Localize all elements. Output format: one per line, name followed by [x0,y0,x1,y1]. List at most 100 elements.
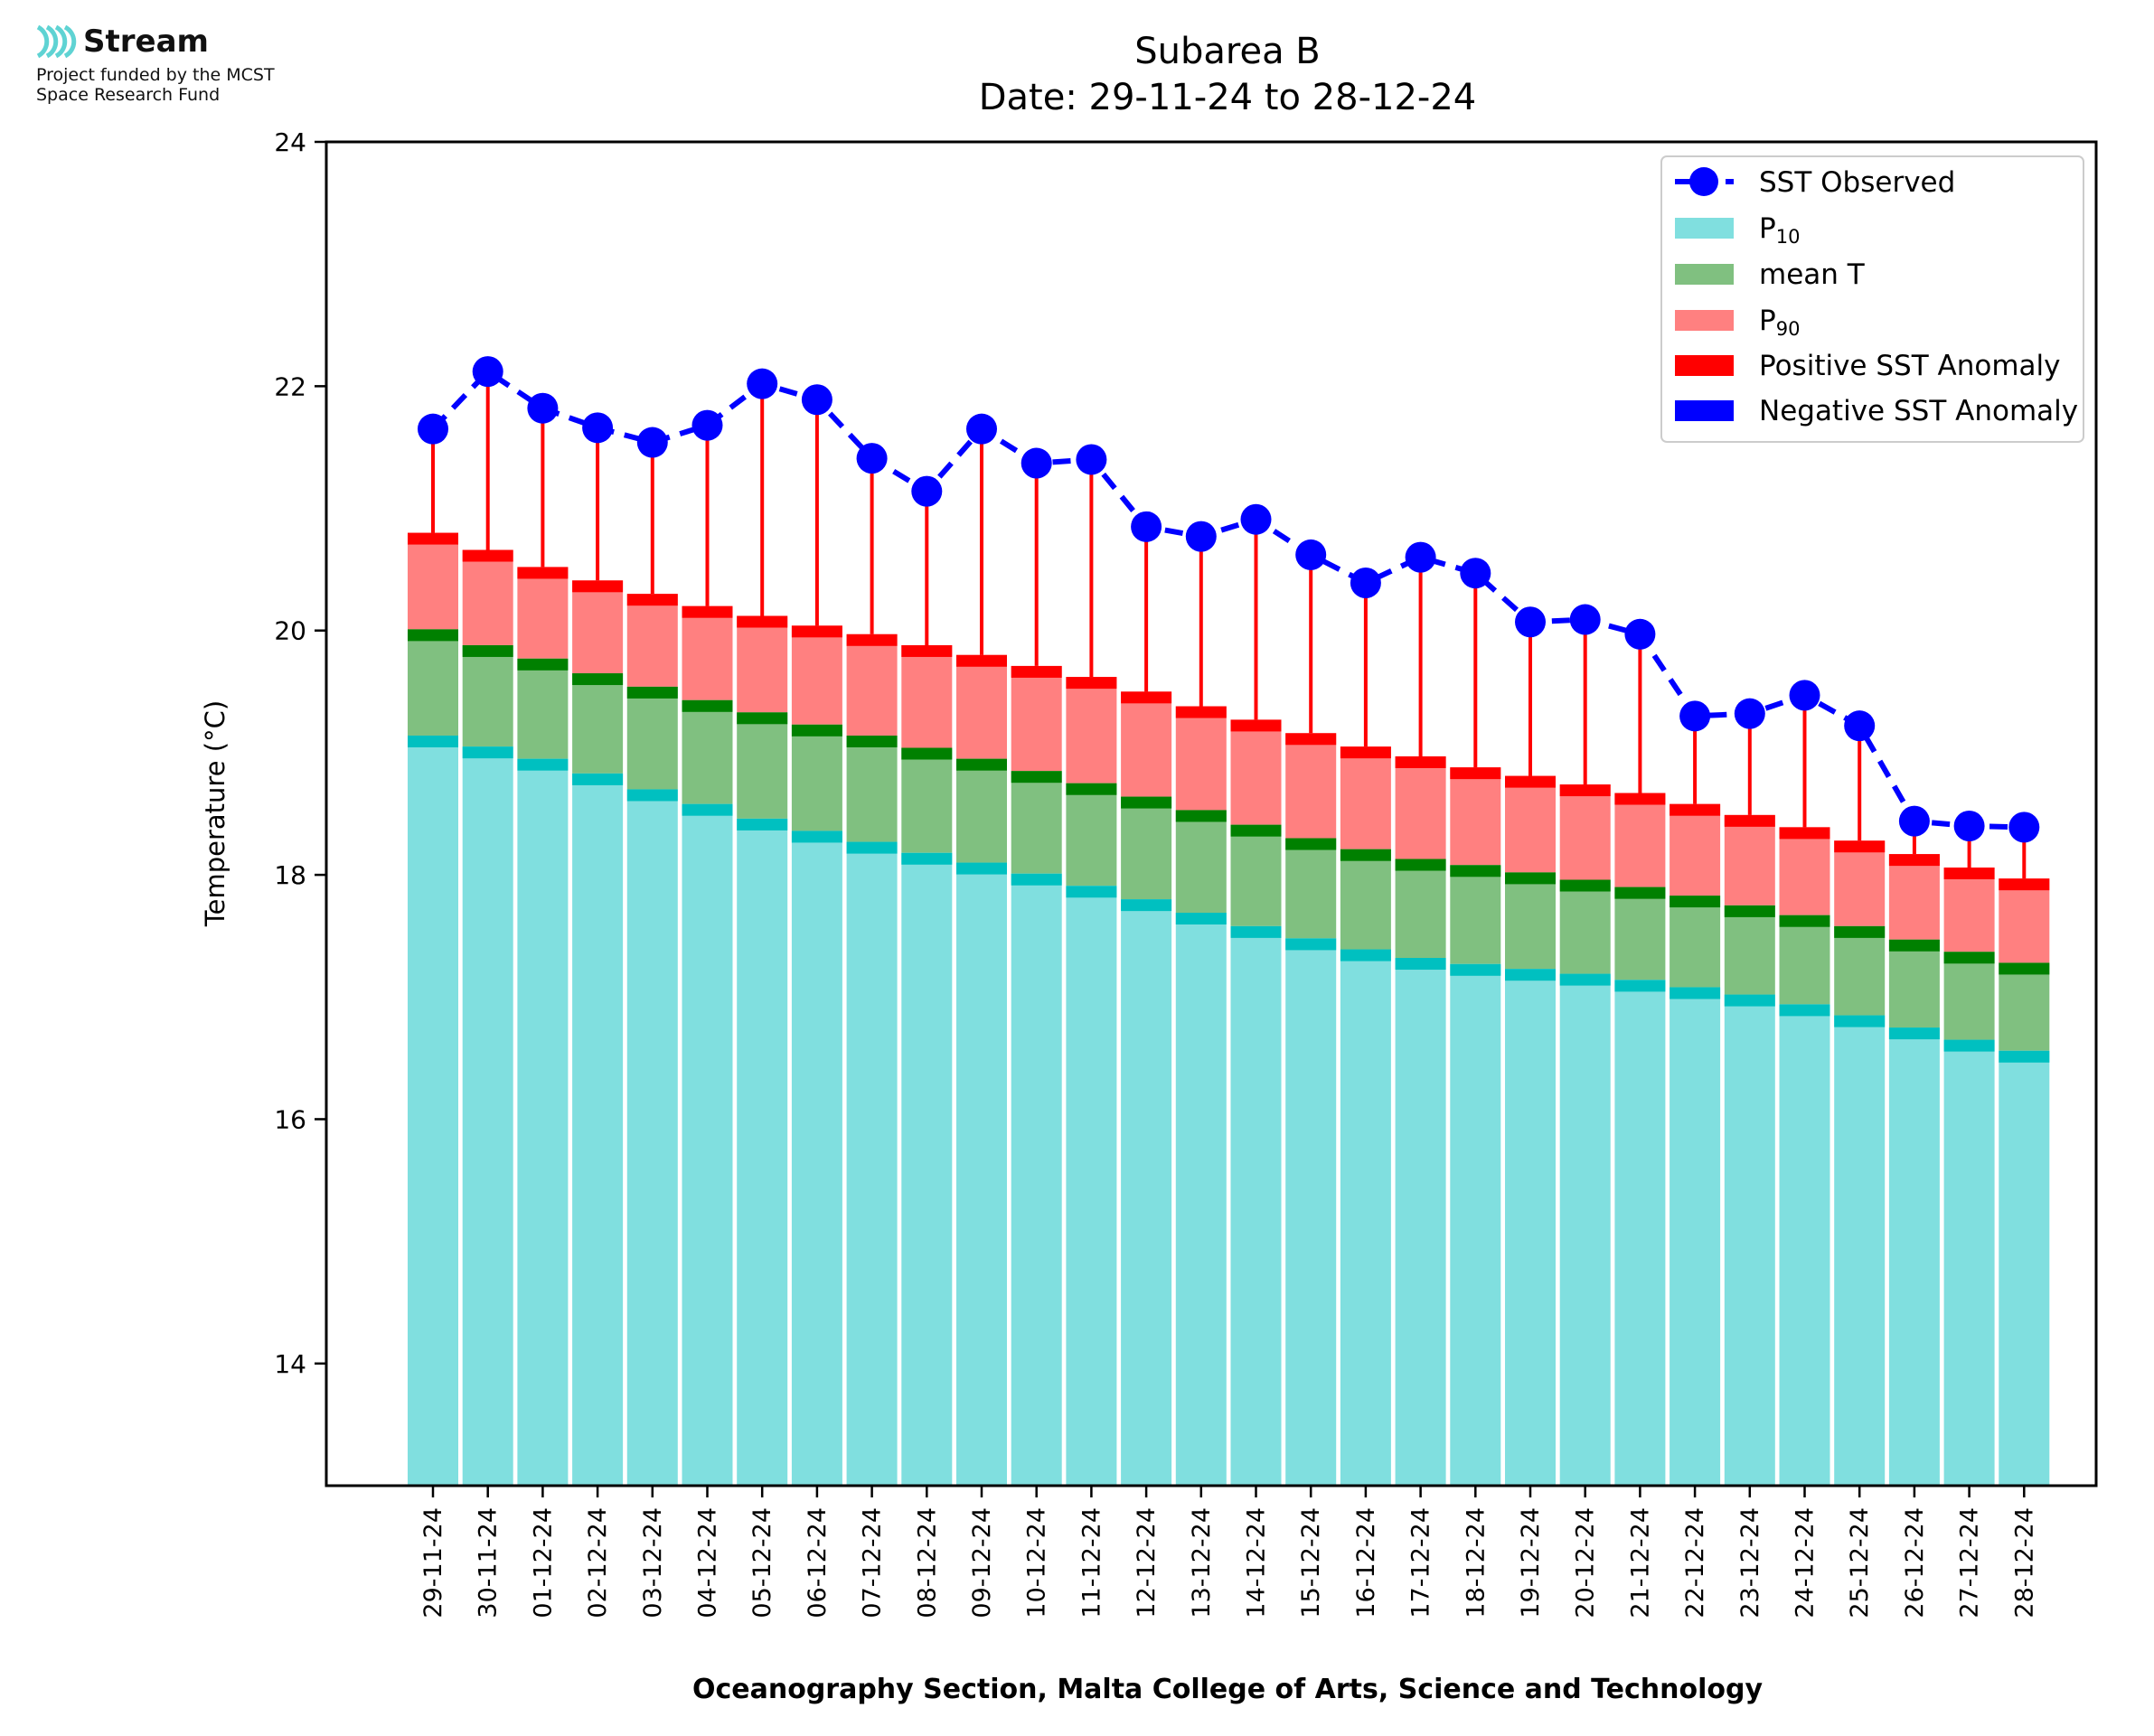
y-tick-label: 24 [274,127,306,157]
p10-bar-cap [956,862,1007,875]
sst-observed-point [527,392,559,424]
p10-bar [1340,949,1391,1486]
mean-bar-cap [517,658,569,671]
chart-subtitle: Date: 29-11-24 to 28-12-24 [979,77,1477,118]
p90-bar-cap [682,605,733,618]
mean-bar-cap [901,747,953,760]
mean-bar [1450,865,1501,964]
mean-bar [846,735,898,842]
legend-p10-swatch [1675,218,1734,239]
p10-bar [1285,938,1337,1486]
wave-logo-icon [36,24,77,59]
mean-bar-cap [846,735,898,747]
p90-bar [408,532,458,630]
mean-bar [1230,824,1282,926]
p90-bar-cap [1395,755,1446,768]
x-tick-label: 17-12-24 [1407,1507,1435,1619]
x-axis-label: Oceanography Section, Malta College of A… [692,1674,1764,1705]
mean-bar-cap [1559,879,1611,892]
p10-bar-cap [1943,1039,1995,1052]
p10-bar-cap [1724,994,1775,1007]
p10-bar [1230,925,1282,1486]
p10-bar-cap [682,803,733,816]
x-tick-label: 04-12-24 [694,1507,722,1619]
p10-bar-cap [1505,969,1556,981]
p90-bar-cap [901,644,953,657]
mean-bar-cap [462,644,513,657]
sst-observed-point [1131,511,1162,542]
x-tick-label: 22-12-24 [1681,1507,1709,1619]
sst-observed-point [1734,698,1765,729]
p90-bar-cap [791,625,842,638]
mean-bar-cap [1121,796,1172,809]
sst-line-layer [418,356,2040,843]
mean-bar-cap [1505,872,1556,885]
p90-bar [1066,677,1117,784]
sst-observed-point [801,384,832,416]
p90-bar [1888,854,1940,940]
x-tick-label: 10-12-24 [1023,1507,1051,1619]
p10-bar-cap [626,789,678,802]
mean-bar-cap [408,629,458,642]
sst-observed-point [691,409,723,441]
logo-subtitle: Project funded by the MCST Space Researc… [36,65,275,105]
p90-bar-cap [1230,719,1282,732]
p90-bar [791,625,842,725]
p90-bar-cap [1011,665,1062,678]
p90-bar [1450,767,1501,866]
mean-bar-cap [1066,783,1117,795]
p10-bar-cap [1888,1028,1940,1040]
x-tick-label: 20-12-24 [1572,1507,1600,1619]
mean-bar [791,724,842,831]
mean-bar [1505,872,1556,970]
plot-frame [325,140,2098,1487]
p90-bar-cap [1999,878,2050,891]
p90-bar [517,567,569,659]
mean-bar [517,658,569,759]
p10-bar [408,735,458,1486]
p10-bar [1121,899,1172,1486]
y-axis-label: Temperature (°C) [200,700,230,927]
legend-p10-base: P [1759,212,1776,245]
p90-bar-cap [1450,767,1501,780]
sst-observed-point [1405,541,1436,573]
mean-bar-cap [1724,905,1775,917]
legend-p90-base: P [1759,305,1776,337]
p10-bar-cap [1559,973,1611,986]
sst-observed-point [1898,805,1930,837]
p90-bar [1999,878,2050,963]
p10-bar-cap [1614,980,1666,992]
mean-bar-cap [1999,962,2050,975]
p90-bar [682,605,733,700]
p90-bar [1175,706,1227,811]
mean-bar-cap [1888,939,1940,952]
legend: SST Observed P10 mean T P90 Positive SST… [1660,155,2084,443]
p10-bar [1999,1050,2050,1486]
p90-bar [1614,793,1666,887]
p90-bar [1505,775,1556,873]
p10-bar [1670,987,1721,1486]
p10-bar [462,746,513,1486]
p90-bar-cap [1943,867,1995,879]
p10-bar-cap [572,773,624,785]
legend-neg-swatch [1675,400,1734,421]
p90-bar-cap [626,594,678,606]
p10-bar [1779,1004,1830,1486]
mean-bar-cap [1285,838,1337,850]
sst-observed-point [1953,811,1985,842]
mean-bar-cap [791,724,842,737]
sst-observed-point [1076,444,1107,475]
sst-observed-point [1624,618,1656,650]
legend-p90-sub: 90 [1776,318,1801,340]
p90-bar [1670,803,1721,896]
p90-bar [1395,755,1446,859]
p90-bar-cap [1888,854,1940,867]
y-tick-label: 20 [274,616,306,646]
x-tick-label: 27-12-24 [1956,1507,1984,1619]
p10-bar-cap [1340,949,1391,962]
y-tick-label: 14 [274,1349,306,1379]
p90-bar [737,615,788,713]
p10-bar [1175,912,1227,1486]
sst-observed-point [747,368,778,399]
p10-bar-cap [1450,963,1501,976]
